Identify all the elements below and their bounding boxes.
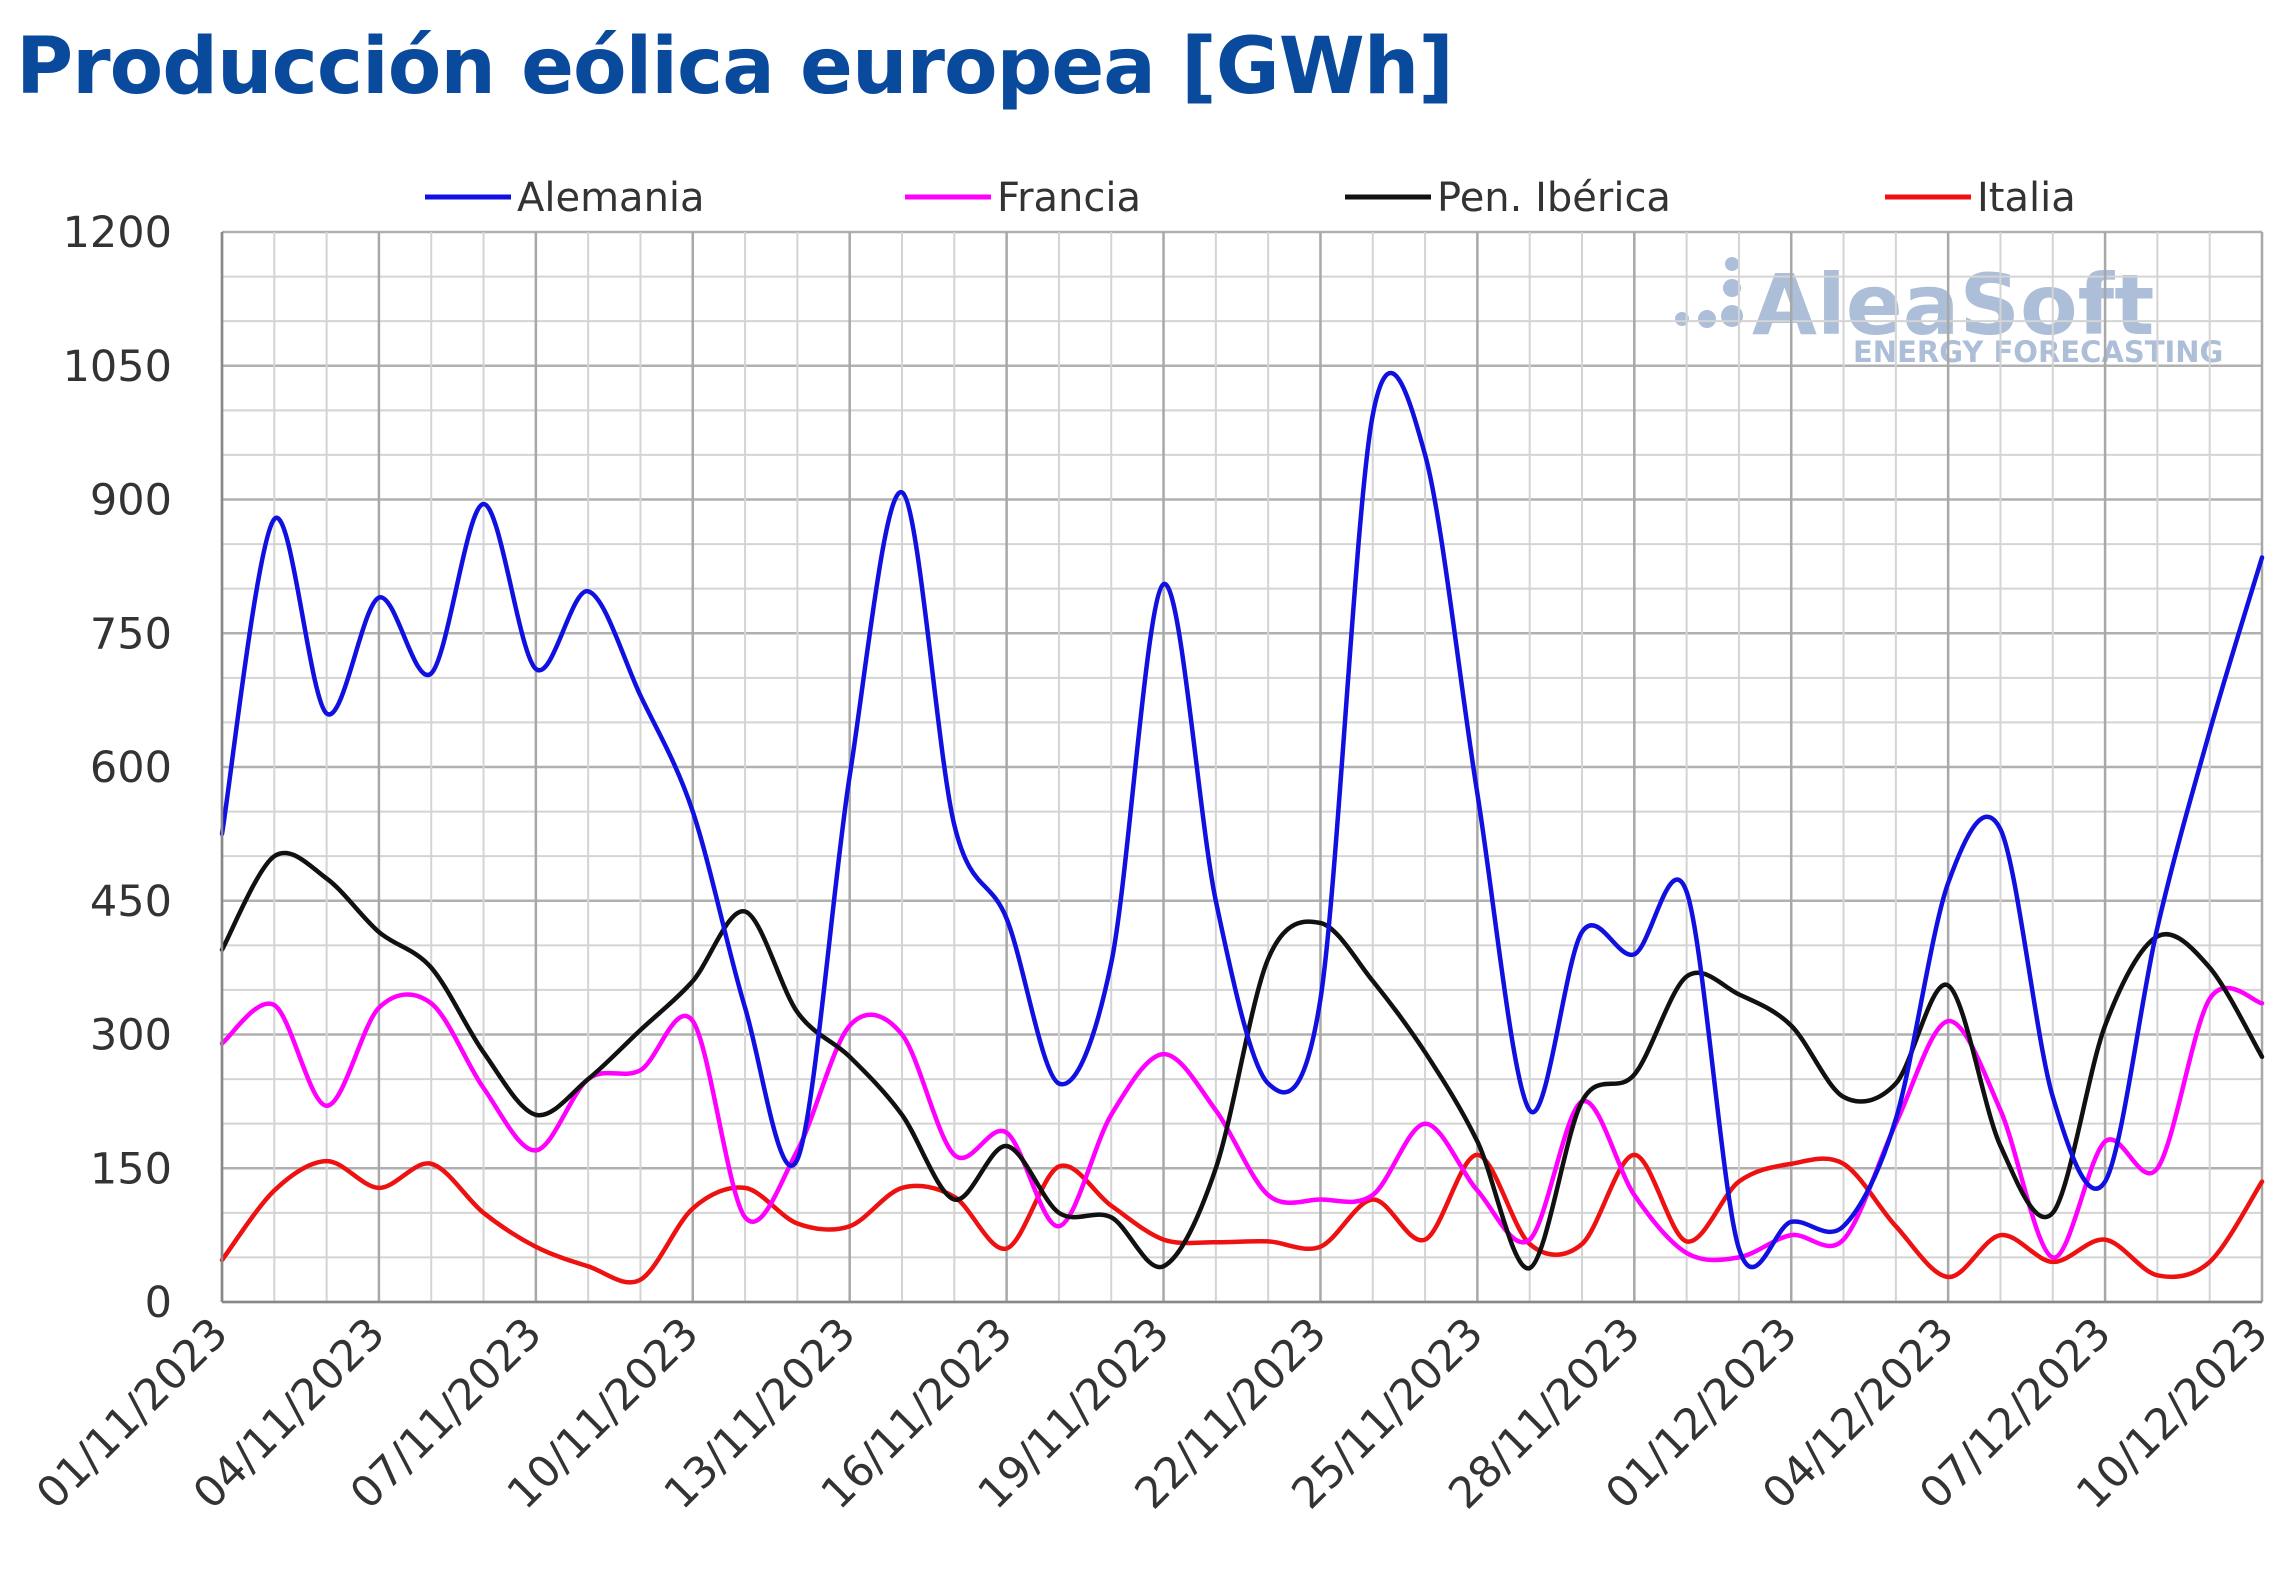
watermark-name: AleaSoft: [1752, 256, 2154, 354]
chart-title: Producción eólica europea [GWh]: [16, 22, 1454, 112]
watermark-dot-0: [1675, 312, 1689, 326]
axes: [220, 232, 2262, 1304]
x-axis-labels: 01/11/202304/11/202307/11/202310/11/2023…: [27, 1308, 2278, 1519]
watermark-dot-3: [1723, 279, 1741, 297]
y-tick-label-0: 0: [145, 1278, 172, 1328]
legend-label-alemania: Alemania: [517, 175, 705, 221]
series-layer: [219, 370, 2265, 1285]
series-line-francia: [219, 985, 2265, 1263]
y-tick-label-1: 150: [90, 1144, 172, 1194]
series-line-pen-ib-rica: [219, 850, 2265, 1271]
watermark-tagline: ENERGY FORECASTING: [1853, 335, 2223, 369]
legend: Alemania Francia Pen. Ibérica Italia: [425, 175, 2076, 221]
y-tick-label-7: 1050: [63, 342, 172, 392]
watermark-dot-1: [1698, 310, 1716, 328]
legend-label-pen-ib-rica: Pen. Ibérica: [1437, 175, 1671, 221]
legend-label-francia: Francia: [997, 175, 1141, 221]
watermark-dot-4: [1725, 257, 1739, 271]
y-tick-label-5: 750: [90, 609, 172, 659]
grid: [220, 230, 2264, 1304]
y-tick-label-8: 1200: [63, 208, 172, 258]
y-tick-label-4: 600: [90, 743, 172, 793]
y-tick-label-3: 450: [90, 877, 172, 927]
series-line-alemania: [219, 370, 2265, 1270]
y-axis-labels: 0 150 300 450 600 750 900 1050 1200: [63, 208, 172, 1328]
y-tick-label-2: 300: [90, 1011, 172, 1061]
y-tick-label-6: 900: [90, 476, 172, 526]
legend-label-italia: Italia: [1977, 175, 2076, 221]
series-line-italia: [219, 1152, 2265, 1285]
